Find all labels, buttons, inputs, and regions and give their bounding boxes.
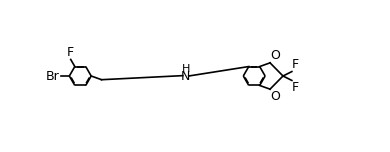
Text: F: F xyxy=(66,46,74,59)
Text: F: F xyxy=(292,58,300,71)
Text: Br: Br xyxy=(46,69,60,83)
Text: O: O xyxy=(270,90,280,103)
Text: H: H xyxy=(182,64,190,74)
Text: F: F xyxy=(292,81,300,94)
Text: N: N xyxy=(181,69,190,83)
Text: O: O xyxy=(270,49,280,62)
